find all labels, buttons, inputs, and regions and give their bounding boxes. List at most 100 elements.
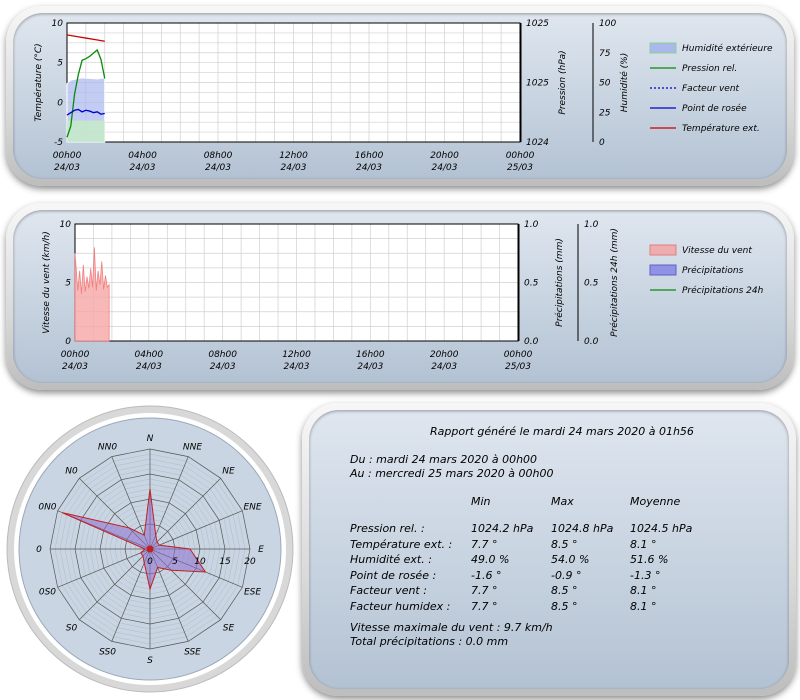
y-tick-label: 10	[52, 19, 64, 29]
y-tick-label: -5	[54, 138, 63, 148]
y-tick-label: 0	[65, 337, 71, 347]
legend-label: Pression rel.	[682, 64, 737, 74]
right-axis-2-tick: 100	[599, 19, 616, 29]
wind-rose-direction-label: 0N0	[38, 503, 56, 513]
wind-rose-direction-label: NE	[222, 467, 235, 477]
wind-rose-spoke	[79, 548, 151, 620]
report-panel-inner	[309, 410, 789, 689]
legend-swatch	[649, 244, 677, 256]
report-row-value: 8.1 °	[630, 599, 657, 613]
y-tick-label: 5	[65, 279, 71, 289]
report-row-value: 1024.5 hPa	[630, 522, 693, 535]
wind-rose-direction-label: 0	[36, 545, 42, 555]
right-axis-1-label: Pression (hPa)	[558, 50, 568, 114]
right-axis-2-tick: 25	[599, 108, 611, 118]
y-tick-label: 5	[57, 59, 63, 69]
right-axis-2-label: Humidité (%)	[619, 53, 630, 112]
y-tick-label: 0	[57, 98, 63, 108]
wind-rose-direction-label: N0	[65, 467, 78, 477]
report-row-value: 51.6 %	[630, 553, 669, 566]
series-lower-fill	[67, 120, 105, 142]
legend-swatch	[649, 264, 677, 276]
wind-rose-direction-label: S0	[66, 623, 78, 633]
wind-rose-ring-label: 20	[244, 557, 256, 567]
x-tick-label: 00h00	[504, 350, 533, 360]
series-pression-line	[66, 48, 106, 138]
x-tick-label: 08h00	[208, 350, 237, 360]
x-tick-label: 16h00	[355, 151, 384, 161]
report-row-value: 1024.2 hPa	[471, 522, 534, 535]
x-tick-date: 24/03	[356, 163, 382, 173]
report-header-max: Max	[551, 495, 574, 508]
report-row-value: 7.7 °	[471, 537, 498, 551]
x-tick-label: 12h00	[282, 350, 311, 360]
wind-rose-ring-label: 15	[219, 557, 231, 567]
report-row-label: Facteur vent :	[350, 584, 427, 597]
report-row-value: -1.3 °	[630, 568, 661, 582]
series-vent-area	[74, 247, 110, 342]
report-row-value: 8.1 °	[630, 537, 657, 551]
legend-swatch	[649, 42, 677, 54]
report-row-value: 8.5 °	[551, 537, 578, 551]
legend-label: Facteur vent	[682, 84, 740, 94]
wind-rose-data	[62, 488, 207, 591]
wind-rose-direction-label: S	[147, 656, 153, 666]
report-from: Du : mardi 24 mars 2020 à 00h00	[350, 453, 538, 466]
y-axis-label: Température (°C)	[33, 43, 44, 121]
x-tick-date: 24/03	[130, 163, 156, 173]
wind-rose-direction-label: SSE	[184, 648, 201, 658]
legend-label: Point de rosée	[682, 103, 747, 114]
temperature-chart: 00h00 24/03 04h00 24/03 08h00 24/03 12h00 24/03…	[33, 19, 773, 173]
y-axis-label: Vitesse du vent (km/h)	[42, 231, 52, 333]
report-row-value: 8.5 °	[551, 599, 578, 613]
x-tick-date: 24/03	[281, 163, 307, 173]
report-row-label: Humidité ext. :	[350, 553, 432, 566]
wind-rose-spoke	[149, 510, 243, 550]
wind-rose-spoke	[111, 548, 151, 642]
x-tick-date: 24/03	[54, 163, 80, 173]
right-axis-1-tick: 0.0	[524, 337, 539, 347]
report-title: Rapport généré le mardi 24 mars 2020 à 0…	[430, 425, 694, 438]
report-to: Au : mercredi 25 mars 2020 à 00h00	[350, 467, 554, 480]
report-row-value: 8.5 °	[551, 584, 578, 597]
legend-label: Vitesse du vent	[682, 246, 752, 256]
right-axis-2-tick: 1.0	[584, 220, 599, 230]
right-axis-1-tick: 1.0	[524, 220, 539, 230]
wind-rose-direction-label: SS0	[99, 648, 116, 658]
report-row-value: 49.0 %	[471, 553, 510, 566]
legend-label: Température ext.	[682, 123, 760, 134]
x-tick-label: 20h00	[430, 151, 459, 161]
wind-rose-chart: N NNE NE ENE E ESE SE SSE S SS0 S0 0S0 0 0N0 N0 NN0 0 5 10…	[6, 405, 294, 693]
report-wind-max: Vitesse maximale du vent : 9.7 km/h	[350, 621, 553, 634]
report-row-value: 1024.8 hPa	[551, 522, 614, 535]
x-tick-label: 08h00	[204, 151, 233, 161]
report-row-label: Température ext. :	[350, 537, 453, 551]
wind-rose-direction-label: SE	[223, 623, 235, 633]
wind-rose-spoke	[111, 456, 151, 550]
x-tick-date: 24/03	[357, 362, 383, 372]
wind-rose-spoke	[149, 456, 189, 550]
report-row-value: 54.0 %	[551, 553, 590, 566]
report-row-label: Facteur humidex :	[350, 599, 451, 613]
right-axis-2-tick: 50	[599, 79, 611, 89]
x-tick-date: 24/03	[136, 362, 162, 372]
x-tick-date: 24/03	[62, 362, 88, 372]
x-tick-label: 04h00	[135, 350, 164, 360]
right-axis-2-label: Précipitations 24h (mm)	[609, 228, 620, 337]
report-row-value: 7.7 °	[471, 599, 498, 613]
wind-rose-spoke	[149, 478, 221, 550]
right-axis-1-tick: 1024	[526, 138, 549, 148]
wind-rose-direction-label: ENE	[243, 503, 261, 513]
wind-rose-ring-label: 0	[147, 557, 153, 567]
report-row-value: 8.1 °	[630, 584, 657, 597]
report-rain-total: Total précipitations : 0.0 mm	[350, 635, 509, 648]
right-axis-1-tick: 1025	[526, 79, 549, 89]
report-header-min: Min	[471, 495, 491, 508]
report-row-value: 7.7 °	[471, 584, 498, 597]
x-tick-date: 24/03	[205, 163, 231, 173]
wind-rose-spoke	[57, 548, 151, 588]
report-row-label: Point de rosée :	[350, 568, 437, 582]
wind-rose-direction-label: NN0	[98, 442, 117, 452]
x-tick-label: 00h00	[506, 151, 535, 161]
